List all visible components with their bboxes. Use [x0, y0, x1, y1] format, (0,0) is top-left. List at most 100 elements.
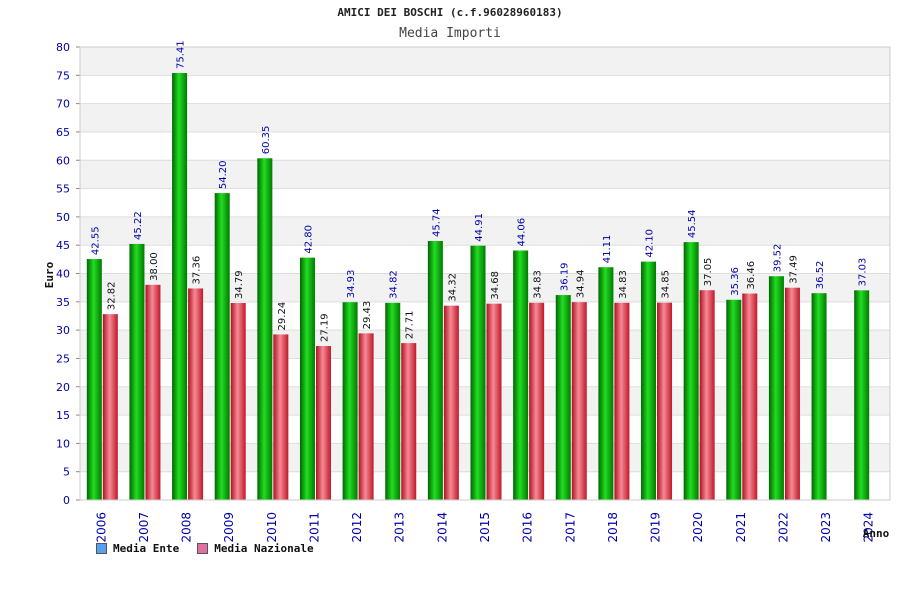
- bar-media-ente: [427, 240, 443, 500]
- data-label: 42.80: [303, 225, 314, 254]
- bar-media-ente: [683, 242, 699, 500]
- data-label: 34.83: [533, 270, 544, 299]
- legend-swatch-media-nazionale: [197, 543, 209, 554]
- y-tick-label: 65: [56, 126, 70, 139]
- data-label: 34.68: [490, 271, 501, 300]
- bar-media-nazionale: [571, 302, 587, 500]
- data-label: 45.74: [431, 208, 442, 237]
- bar-media-ente: [257, 158, 273, 500]
- y-axis-label: Euro: [43, 261, 56, 288]
- data-label: 34.93: [346, 270, 357, 299]
- data-label: 37.49: [788, 255, 799, 284]
- data-label: 42.55: [90, 226, 101, 255]
- bar-media-ente: [299, 257, 315, 500]
- y-tick-label: 30: [56, 324, 70, 337]
- grid-band: [80, 188, 890, 217]
- grid-band: [80, 160, 890, 189]
- data-label: 34.32: [447, 273, 458, 302]
- data-label: 27.19: [319, 313, 330, 342]
- bar-media-nazionale: [784, 287, 800, 500]
- data-label: 60.35: [261, 126, 272, 155]
- bar-media-ente: [555, 295, 571, 500]
- y-tick-label: 80: [56, 41, 70, 54]
- bar-media-nazionale: [273, 334, 289, 500]
- data-label: 34.94: [575, 270, 586, 299]
- x-tick-label: 2023: [819, 512, 833, 543]
- bar-media-ente: [342, 302, 358, 500]
- legend-label: Media Nazionale: [214, 542, 314, 555]
- x-tick-label: 2011: [307, 512, 321, 543]
- data-label: 54.20: [218, 160, 229, 189]
- x-tick-label: 2019: [649, 512, 663, 543]
- data-label: 32.82: [106, 282, 117, 311]
- bar-media-nazionale: [145, 284, 161, 500]
- bar-media-ente: [598, 267, 614, 500]
- x-tick-label: 2022: [776, 512, 790, 543]
- x-tick-label: 2021: [734, 512, 748, 543]
- legend-swatch-media-ente: [96, 543, 107, 554]
- x-tick-label: 2012: [350, 512, 364, 543]
- bar-media-ente: [129, 243, 145, 500]
- bar-media-ente: [385, 302, 401, 500]
- bar-media-nazionale: [188, 288, 204, 500]
- y-tick-label: 75: [56, 69, 70, 82]
- data-label: 36.52: [815, 261, 826, 290]
- data-label: 37.03: [858, 258, 869, 287]
- legend-item-media-ente: Media Ente: [96, 542, 179, 555]
- y-tick-label: 45: [56, 239, 70, 252]
- x-tick-label: 2020: [691, 512, 705, 543]
- chart-title: AMICI DEI BOSCHI (c.f.96028960183): [337, 6, 563, 19]
- y-tick-label: 0: [63, 494, 70, 507]
- bar-media-nazionale: [401, 343, 417, 500]
- y-tick-label: 20: [56, 381, 70, 394]
- x-tick-label: 2018: [606, 512, 620, 543]
- bar-media-nazionale: [529, 302, 545, 500]
- bar-media-ente: [513, 250, 529, 500]
- data-label: 42.10: [645, 229, 656, 258]
- axes: 0 5 10 15 20 25 30 35 40 45 50 55 60 65 70 75 80 2006 2007…: [56, 41, 891, 543]
- x-axis-label: Anno: [863, 527, 890, 540]
- bar-media-ente: [470, 245, 486, 500]
- legend: Media Ente Media Nazionale: [96, 542, 314, 555]
- x-tick-label: 2010: [265, 512, 279, 543]
- bar-media-nazionale: [443, 305, 459, 500]
- data-label: 39.52: [772, 244, 783, 273]
- bar-media-ente: [768, 276, 784, 500]
- x-tick-label: 2017: [563, 512, 577, 543]
- x-tick-label: 2009: [222, 512, 236, 543]
- data-label: 41.11: [602, 235, 613, 264]
- bar-media-ente: [854, 290, 870, 500]
- bar-media-ente: [726, 299, 742, 500]
- y-tick-label: 35: [56, 296, 70, 309]
- y-tick-label: 5: [63, 466, 70, 479]
- grid-band: [80, 103, 890, 132]
- bar-media-nazionale: [699, 290, 715, 500]
- y-tick-label: 55: [56, 183, 70, 196]
- y-tick-label: 60: [56, 154, 70, 167]
- data-label: 34.83: [618, 270, 629, 299]
- bar-media-nazionale: [742, 293, 758, 500]
- data-label: 44.06: [517, 218, 528, 247]
- bar-media-ente: [214, 193, 230, 500]
- bar-media-nazionale: [486, 303, 502, 500]
- legend-item-media-nazionale: Media Nazionale: [197, 542, 314, 555]
- data-label: 35.36: [730, 267, 741, 296]
- data-label: 75.41: [176, 40, 187, 69]
- data-label: 45.54: [687, 209, 698, 238]
- bar-media-nazionale: [614, 302, 630, 500]
- x-tick-label: 2007: [137, 512, 151, 543]
- data-label: 45.22: [133, 211, 144, 240]
- bar-media-ente: [811, 293, 827, 500]
- data-label: 34.82: [389, 270, 400, 299]
- x-tick-label: 2013: [393, 512, 407, 543]
- x-tick-label: 2015: [478, 512, 492, 543]
- x-tick-label: 2016: [521, 512, 535, 543]
- data-label: 29.24: [277, 302, 288, 331]
- bar-media-ente: [86, 259, 102, 500]
- bar-media-ente: [641, 261, 657, 500]
- y-tick-label: 15: [56, 409, 70, 422]
- y-tick-label: 25: [56, 352, 70, 365]
- plot-frame: [79, 46, 891, 501]
- data-label: 37.05: [703, 258, 714, 287]
